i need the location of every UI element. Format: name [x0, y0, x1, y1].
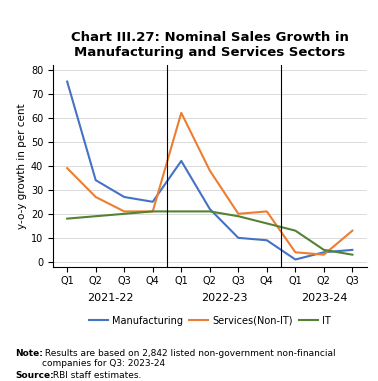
- Text: 2023-24: 2023-24: [301, 293, 347, 303]
- Text: Source:: Source:: [15, 371, 54, 381]
- Text: Note:: Note:: [15, 349, 43, 358]
- Text: RBI staff estimates.: RBI staff estimates.: [50, 371, 142, 381]
- Text: 2022-23: 2022-23: [201, 293, 247, 303]
- Y-axis label: y-o-y growth in per cent: y-o-y growth in per cent: [17, 103, 27, 229]
- Text: 2021-22: 2021-22: [87, 293, 133, 303]
- Title: Chart III.27: Nominal Sales Growth in
Manufacturing and Services Sectors: Chart III.27: Nominal Sales Growth in Ma…: [71, 32, 349, 59]
- Legend: Manufacturing, Services(Non-IT), IT: Manufacturing, Services(Non-IT), IT: [85, 312, 335, 330]
- Text: Results are based on 2,842 listed non-government non-financial
companies for Q3:: Results are based on 2,842 listed non-go…: [42, 349, 336, 368]
